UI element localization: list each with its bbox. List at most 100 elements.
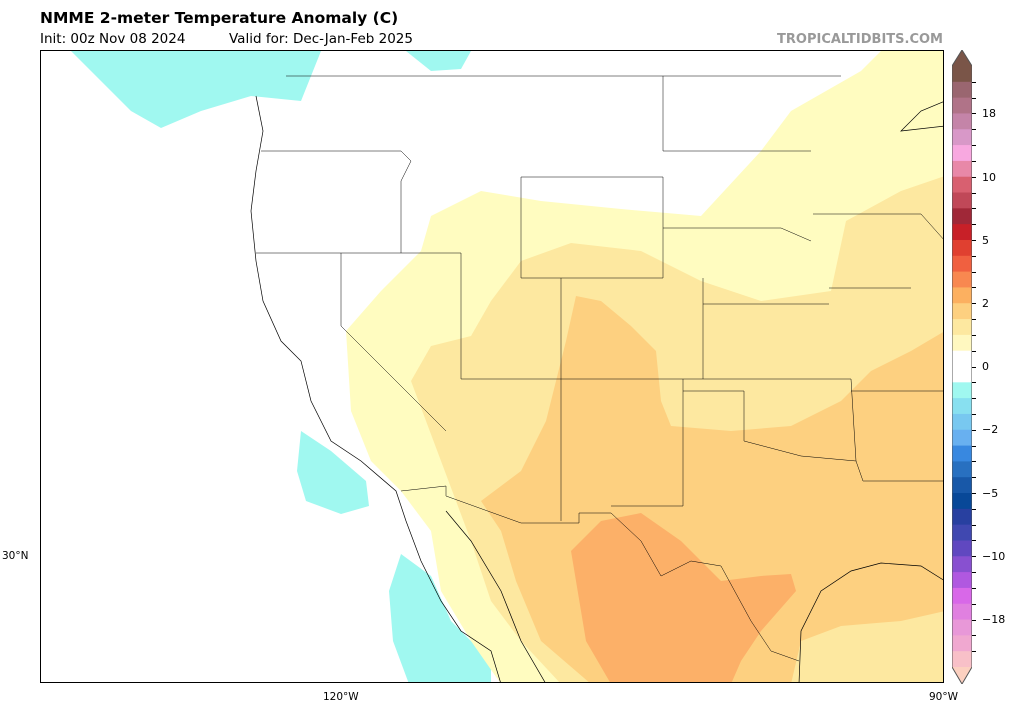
valid-period: Valid for: Dec-Jan-Feb 2025: [229, 31, 413, 47]
colorbar-segment: [952, 540, 972, 557]
cool-anomaly-region: [71, 51, 321, 128]
colorbar-tick: [972, 255, 976, 257]
colorbar-label: 10: [982, 171, 996, 184]
colorbar-segment: [952, 461, 972, 478]
colorbar-tick: [972, 239, 976, 241]
colorbar-tick: [972, 572, 976, 574]
colorbar-segment: [952, 572, 972, 589]
colorbar-label: 0: [982, 360, 989, 373]
chart-title: NMME 2-meter Temperature Anomaly (C): [40, 9, 399, 27]
colorbar-label: −2: [982, 423, 999, 436]
colorbar-tick: [972, 129, 976, 131]
colorbar-min-arrow: [952, 667, 972, 684]
colorbar-segment: [952, 493, 972, 510]
lat-label: 30°N: [2, 550, 29, 562]
brand-watermark: TROPICALTIDBITS.COM: [777, 32, 943, 47]
map-canvas: [71, 51, 943, 682]
colorbar-tick: [972, 366, 976, 368]
colorbar-tick: [972, 508, 976, 510]
colorbar-segment: [952, 508, 972, 526]
colorbar-tick: [972, 540, 976, 542]
colorbar-tick: [972, 651, 976, 653]
colorbar-tick: [972, 619, 976, 621]
colorbar-tick: [972, 271, 976, 273]
colorbar-tick: [972, 445, 976, 447]
colorbar-tick: [972, 81, 976, 83]
colorbar-tick: [972, 493, 976, 495]
colorbar-segment: [952, 334, 972, 352]
init-time: Init: 00z Nov 08 2024: [40, 31, 186, 47]
colorbar-segment: [952, 319, 972, 336]
colorbar-tick: [972, 208, 976, 210]
colorbar-tick: [972, 413, 976, 415]
colorbar-segment: [952, 429, 972, 447]
coastline: [250, 95, 943, 682]
cool-anomaly-region: [406, 51, 471, 71]
colorbar-segment: [952, 556, 972, 573]
colorbar-segment: [952, 635, 972, 652]
colorbar-tick: [972, 429, 976, 431]
colorbar-segment: [952, 350, 972, 367]
lon-label: 90°W: [929, 691, 958, 703]
colorbar-tick: [972, 556, 976, 558]
colorbar-tick: [972, 97, 976, 99]
colorbar-segment: [952, 619, 972, 636]
colorbar-tick: [972, 303, 976, 305]
colorbar-label: 18: [982, 107, 996, 120]
colorbar-tick: [972, 176, 976, 178]
colorbar-tick: [972, 160, 976, 162]
colorbar-tick: [972, 524, 976, 526]
colorbar-tick: [972, 603, 976, 605]
cool-anomaly-region: [389, 554, 491, 682]
colorbar-segment: [952, 192, 972, 209]
colorbar-segment: [952, 477, 972, 494]
colorbar-segment: [952, 145, 972, 162]
colorbar-segment: [952, 587, 972, 605]
colorbar-segment: [952, 129, 972, 146]
colorbar-segment: [952, 97, 972, 114]
colorbar-segment: [952, 81, 972, 99]
warm-anomaly-region: [571, 513, 796, 682]
colorbar-svg: [951, 49, 973, 685]
colorbar-tick: [972, 113, 976, 115]
colorbar-tick: [972, 287, 976, 289]
colorbar-segment: [952, 224, 972, 241]
colorbar-tick: [972, 334, 976, 336]
colorbar-label: −18: [982, 613, 1006, 626]
colorbar-segment: [952, 66, 972, 83]
colorbar-tick: [972, 145, 976, 147]
anomaly-map: [40, 50, 944, 683]
colorbar-segment: [952, 176, 972, 194]
colorbar-tick: [972, 635, 976, 637]
lon-label: 120°W: [323, 691, 359, 703]
colorbar-segment: [952, 445, 972, 462]
colorbar-tick: [972, 398, 976, 400]
state-borders: [256, 75, 943, 662]
colorbar-tick: [972, 224, 976, 226]
colorbar: [951, 49, 973, 685]
colorbar-label: 2: [982, 297, 989, 310]
colorbar-max-arrow: [952, 50, 972, 66]
colorbar-segment: [952, 651, 972, 668]
colorbar-segment: [952, 255, 972, 273]
colorbar-segment: [952, 303, 972, 320]
colorbar-segment: [952, 239, 972, 257]
colorbar-segment: [952, 413, 972, 431]
colorbar-label: −10: [982, 550, 1006, 563]
colorbar-segment: [952, 382, 972, 399]
colorbar-segment: [952, 271, 972, 288]
colorbar-tick: [972, 319, 976, 321]
colorbar-segment: [952, 524, 972, 541]
colorbar-segment: [952, 160, 972, 178]
colorbar-label: 5: [982, 234, 989, 247]
colorbar-tick: [972, 350, 976, 352]
colorbar-tick: [972, 461, 976, 463]
colorbar-segment: [952, 366, 972, 383]
colorbar-segment: [952, 398, 972, 415]
colorbar-segment: [952, 113, 972, 130]
colorbar-segment: [952, 603, 972, 621]
cool-anomaly-region: [297, 431, 369, 514]
colorbar-label: −5: [982, 487, 999, 500]
colorbar-segment: [952, 208, 972, 225]
colorbar-tick: [972, 192, 976, 194]
